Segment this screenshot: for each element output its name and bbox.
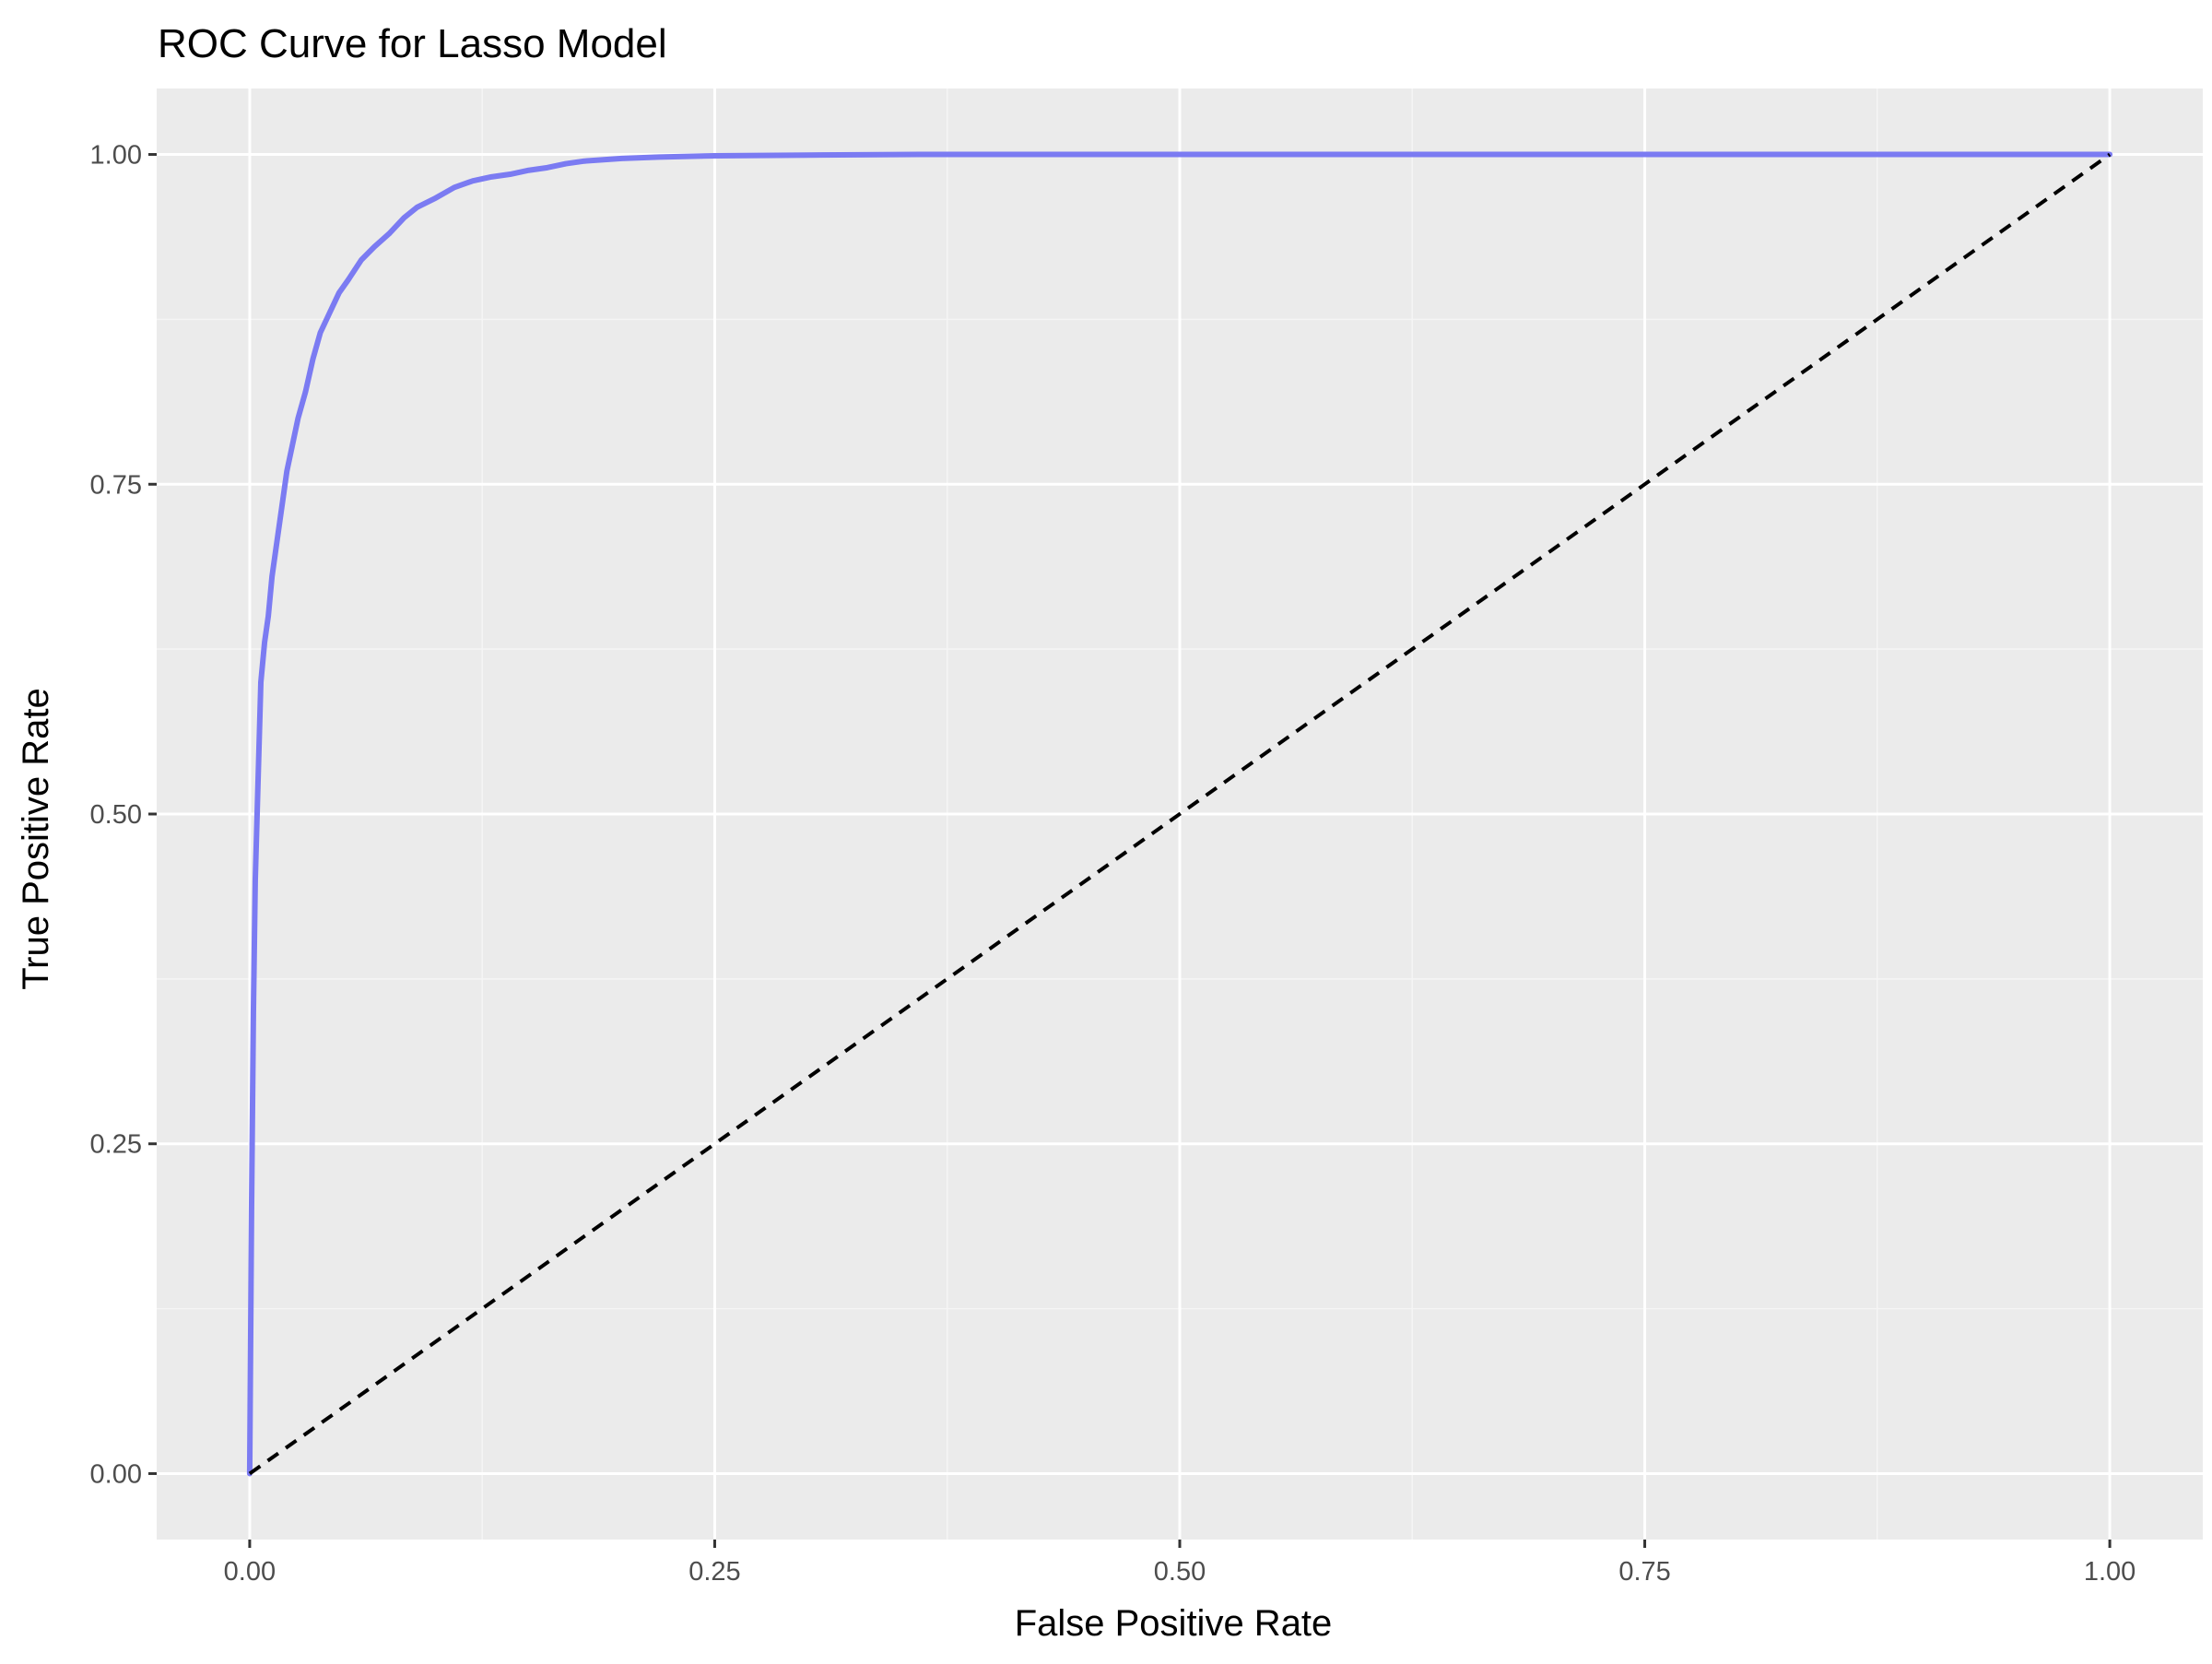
- y-tick-label: 0.00: [90, 1459, 142, 1489]
- x-tick-label: 0.50: [1154, 1557, 1206, 1587]
- x-tick-label: 0.25: [688, 1557, 740, 1587]
- x-tick-label: 1.00: [2084, 1557, 2136, 1587]
- random-classifier-reference-line: [248, 152, 2112, 1476]
- x-tick-label: 0.75: [1618, 1557, 1670, 1587]
- roc-curve-line: [246, 151, 2113, 1477]
- y-tick-label: 0.25: [90, 1130, 142, 1160]
- x-tick-label: 0.00: [224, 1557, 276, 1587]
- x-axis-title: False Positive Rate: [1015, 1603, 1333, 1644]
- axis-ticks: 0.00 0.25 0.50 0.75 1.00 0.00 0.25 0.50 0.75 1.00: [90, 141, 2136, 1587]
- y-tick-label: 1.00: [90, 141, 142, 171]
- y-tick-label: 0.75: [90, 470, 142, 500]
- y-tick-label: 0.50: [90, 800, 142, 830]
- y-axis-title: True Positive Rate: [16, 688, 56, 990]
- chart-title: ROC Curve for Lasso Model: [158, 21, 667, 66]
- series-layer: [246, 151, 2113, 1477]
